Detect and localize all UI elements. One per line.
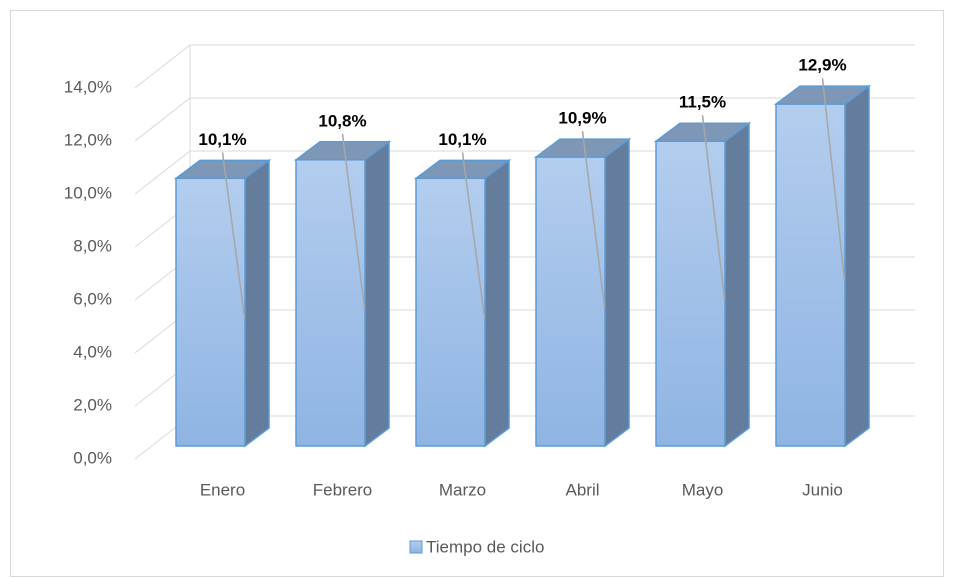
bar-side (244, 158, 270, 448)
legend-swatch (409, 540, 423, 554)
y-tick-label: 8,0% (73, 236, 112, 255)
bar-side (604, 137, 630, 448)
y-tick-label: 10,0% (64, 183, 112, 202)
leader-line (581, 131, 606, 307)
y-tick-label: 14,0% (64, 77, 112, 96)
leader-line (221, 152, 246, 318)
bar (295, 159, 366, 447)
x-tick-label: Abril (565, 480, 599, 499)
leader-line (821, 78, 846, 281)
legend-label: Tiempo de ciclo (426, 537, 544, 556)
y-tick-label: 12,0% (64, 130, 112, 149)
bar (775, 103, 846, 447)
bar-side (844, 84, 870, 448)
y-tick-label: 2,0% (73, 395, 112, 414)
value-label: 10,1% (438, 130, 486, 149)
leader-line (701, 115, 726, 299)
bar (175, 177, 246, 447)
value-label: 12,9% (798, 56, 846, 75)
bar (415, 177, 486, 447)
x-tick-label: Mayo (682, 480, 724, 499)
y-tick-label: 6,0% (73, 289, 112, 308)
x-tick-label: Febrero (313, 480, 373, 499)
value-label: 10,9% (558, 109, 606, 128)
bar-side (364, 140, 390, 448)
value-label: 11,5% (679, 93, 726, 112)
bar-side (484, 158, 510, 448)
y-tick-label: 4,0% (73, 342, 112, 361)
y-tick-label: 0,0% (73, 448, 112, 467)
grid-line (134, 44, 915, 89)
x-tick-label: Junio (802, 480, 843, 499)
leader-line (341, 133, 366, 308)
bar (535, 156, 606, 447)
x-tick-label: Enero (200, 480, 245, 499)
value-label: 10,8% (318, 111, 366, 130)
grid-line (134, 97, 915, 142)
x-tick-label: Marzo (439, 480, 486, 499)
bar-side (724, 121, 750, 448)
value-label: 10,1% (198, 130, 246, 149)
bar (655, 140, 726, 447)
leader-line (461, 152, 486, 318)
